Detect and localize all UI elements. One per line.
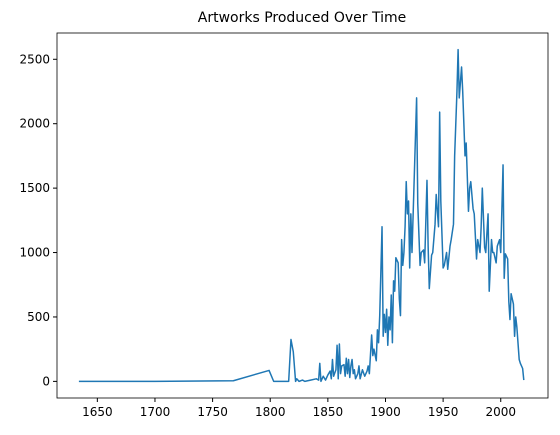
- x-tick-label: 1800: [255, 405, 286, 419]
- y-tick-label: 2000: [19, 117, 50, 131]
- chart-title: Artworks Produced Over Time: [198, 10, 406, 26]
- x-tick-label: 1750: [197, 405, 228, 419]
- y-tick-label: 0: [42, 374, 50, 388]
- y-tick-label: 1000: [19, 246, 50, 260]
- x-tick-label: 1950: [428, 405, 459, 419]
- y-tick-label: 500: [27, 310, 50, 324]
- x-tick-label: 1900: [370, 405, 401, 419]
- x-tick-label: 1650: [82, 405, 113, 419]
- y-tick-label: 2500: [19, 52, 50, 66]
- x-tick-label: 2000: [485, 405, 516, 419]
- x-tick-label: 1700: [140, 405, 171, 419]
- data-line: [78, 48, 525, 383]
- x-tick-label: 1850: [313, 405, 344, 419]
- plot-frame: [56, 32, 549, 399]
- y-tick-label: 1500: [19, 181, 50, 195]
